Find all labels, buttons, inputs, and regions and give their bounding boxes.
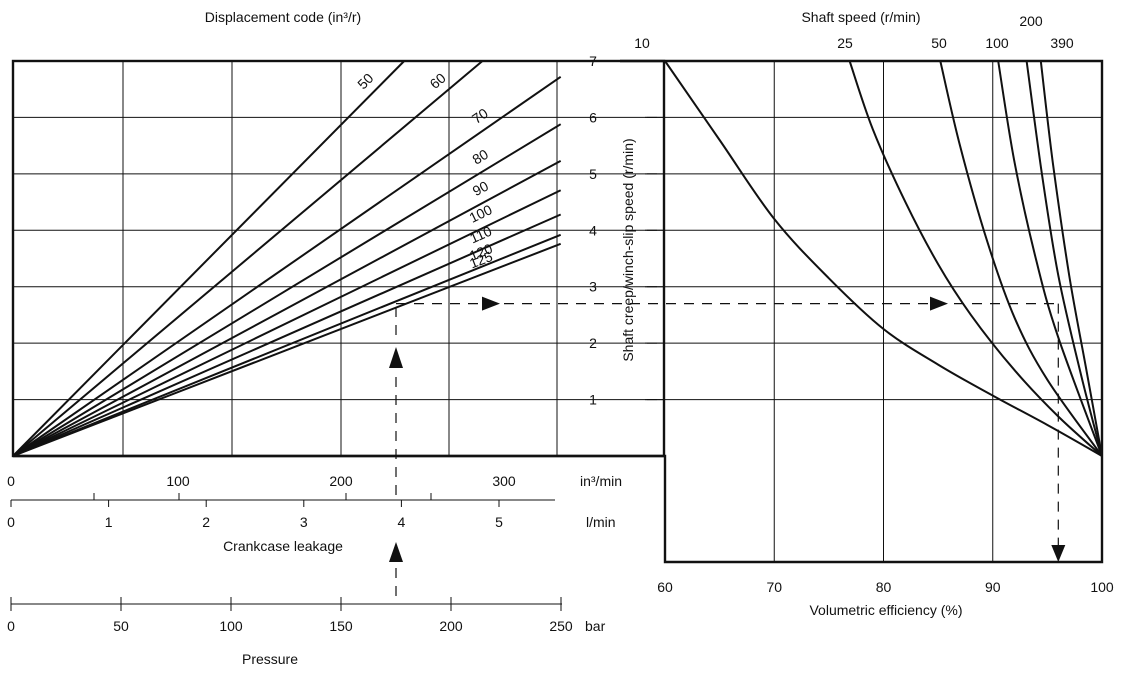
displacement-line-100 — [12, 189, 562, 457]
lmin-tick-2: 2 — [202, 514, 210, 530]
displacement-line-70 — [12, 75, 562, 457]
in3-tick-300: 300 — [492, 473, 516, 489]
right-chart-title: Shaft speed (r/min) — [801, 9, 920, 25]
y-tick-1: 1 — [589, 392, 597, 408]
efficiency-tick-70: 70 — [766, 579, 782, 595]
pressure-tick-250: 250 — [549, 618, 573, 634]
arrow-down-icon — [1051, 545, 1066, 562]
lmin-tick-3: 3 — [300, 514, 308, 530]
in3-scale: 0 100 200 300 in³/min — [7, 473, 622, 489]
displacement-line-120 — [12, 233, 562, 457]
lmin-tick-5: 5 — [495, 514, 503, 530]
shaft-speed-label-10: 10 — [634, 35, 650, 51]
efficiency-tick-90: 90 — [985, 579, 1001, 595]
displacement-label-80: 80 — [469, 146, 491, 168]
pressure-tick-200: 200 — [439, 618, 463, 634]
y-tick-2: 2 — [589, 335, 597, 351]
in3-tick-labels: 0 100 200 300 — [7, 473, 516, 489]
pressure-scale: 0 50 100 150 200 250 bar Pressure — [7, 597, 606, 667]
efficiency-tick-80: 80 — [876, 579, 892, 595]
right-grid — [645, 61, 1102, 562]
efficiency-tick-labels: 60 70 80 90 100 — [657, 579, 1114, 595]
shaft-speed-curve-10 — [664, 60, 1103, 457]
displacement-line-60 — [12, 60, 484, 457]
displacement-label-90: 90 — [470, 177, 491, 199]
arrow-up-icon — [389, 347, 403, 368]
x-axis-label: Volumetric efficiency (%) — [809, 602, 962, 618]
pressure-label: Pressure — [242, 651, 298, 667]
in3-tick-100: 100 — [166, 473, 190, 489]
lmin-scale: 0 1 2 3 4 5 l/min Crankcase leakage — [7, 493, 616, 554]
lmin-tick-labels: 0 1 2 3 4 5 — [7, 493, 503, 530]
lmin-tick-1: 1 — [105, 514, 113, 530]
right-chart-frame — [13, 59, 1104, 564]
displacement-label-125: 125 — [467, 248, 495, 271]
right-curves — [664, 60, 1103, 457]
shaft-speed-label-200: 200 — [1019, 13, 1043, 29]
pressure-tick-0: 0 — [7, 618, 15, 634]
lmin-tick-4: 4 — [398, 514, 406, 530]
y-axis-label: Shaft creep/winch-slip speed (r/min) — [620, 138, 636, 361]
lmin-tick-0: 0 — [7, 514, 15, 530]
shaft-speed-label-25: 25 — [837, 35, 853, 51]
pressure-tick-labels: 0 50 100 150 200 250 — [7, 597, 573, 634]
arrow-up-icon — [389, 542, 403, 562]
displacement-line-50 — [12, 60, 405, 457]
y-tick-4: 4 — [589, 222, 597, 238]
displacement-line-125 — [12, 242, 562, 457]
y-tick-3: 3 — [589, 279, 597, 295]
shaft-speed-curve-25 — [848, 60, 1103, 457]
lmin-unit-label: l/min — [586, 514, 616, 530]
pressure-tick-100: 100 — [219, 618, 243, 634]
shaft-speed-curve-100 — [997, 60, 1103, 457]
arrow-right-icon — [482, 296, 500, 311]
efficiency-tick-100: 100 — [1090, 579, 1114, 595]
shaft-speed-curve-50 — [939, 60, 1103, 457]
efficiency-tick-60: 60 — [657, 579, 673, 595]
displacement-label-100: 100 — [467, 201, 495, 226]
shaft-speed-label-390: 390 — [1050, 35, 1074, 51]
in3-tick-200: 200 — [329, 473, 353, 489]
in3-tick-0: 0 — [7, 473, 15, 489]
y-tick-6: 6 — [589, 109, 597, 125]
displacement-line-80 — [12, 123, 562, 457]
pressure-tick-50: 50 — [113, 618, 129, 634]
displacement-label-60: 60 — [427, 70, 449, 92]
displacement-line-90 — [12, 159, 562, 457]
pressure-tick-150: 150 — [329, 618, 353, 634]
in3-unit-label: in³/min — [580, 473, 622, 489]
y-tick-5: 5 — [589, 166, 597, 182]
shaft-speed-labels: 10 25 50 100 200 390 — [634, 13, 1074, 51]
left-chart-title: Displacement code (in³/r) — [205, 9, 361, 25]
left-y-tick-labels: 1 2 3 4 5 6 7 — [589, 53, 597, 408]
shaft-speed-label-100: 100 — [985, 35, 1009, 51]
shaft-speed-curve-200 — [1025, 60, 1103, 457]
displacement-line-110 — [12, 213, 562, 457]
displacement-label-50: 50 — [354, 70, 376, 92]
crankcase-leakage-label: Crankcase leakage — [223, 538, 343, 554]
y-tick-7: 7 — [589, 53, 597, 69]
arrow-right-icon — [930, 296, 948, 311]
left-curves — [12, 60, 562, 457]
example-path — [389, 296, 1066, 596]
displacement-label-70: 70 — [469, 105, 491, 127]
shaft-speed-curve-390 — [1039, 60, 1103, 457]
shaft-speed-label-50: 50 — [931, 35, 947, 51]
pressure-unit-label: bar — [585, 618, 606, 634]
